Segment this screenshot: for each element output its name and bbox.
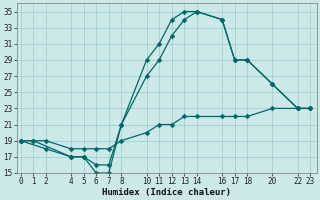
X-axis label: Humidex (Indice chaleur): Humidex (Indice chaleur): [102, 188, 231, 197]
